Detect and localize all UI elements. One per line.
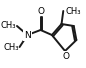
Text: N: N — [24, 31, 31, 40]
Text: O: O — [37, 7, 44, 16]
Text: CH₃: CH₃ — [3, 42, 19, 51]
Text: CH₃: CH₃ — [1, 21, 16, 31]
Text: O: O — [62, 52, 69, 61]
Text: CH₃: CH₃ — [65, 7, 80, 16]
